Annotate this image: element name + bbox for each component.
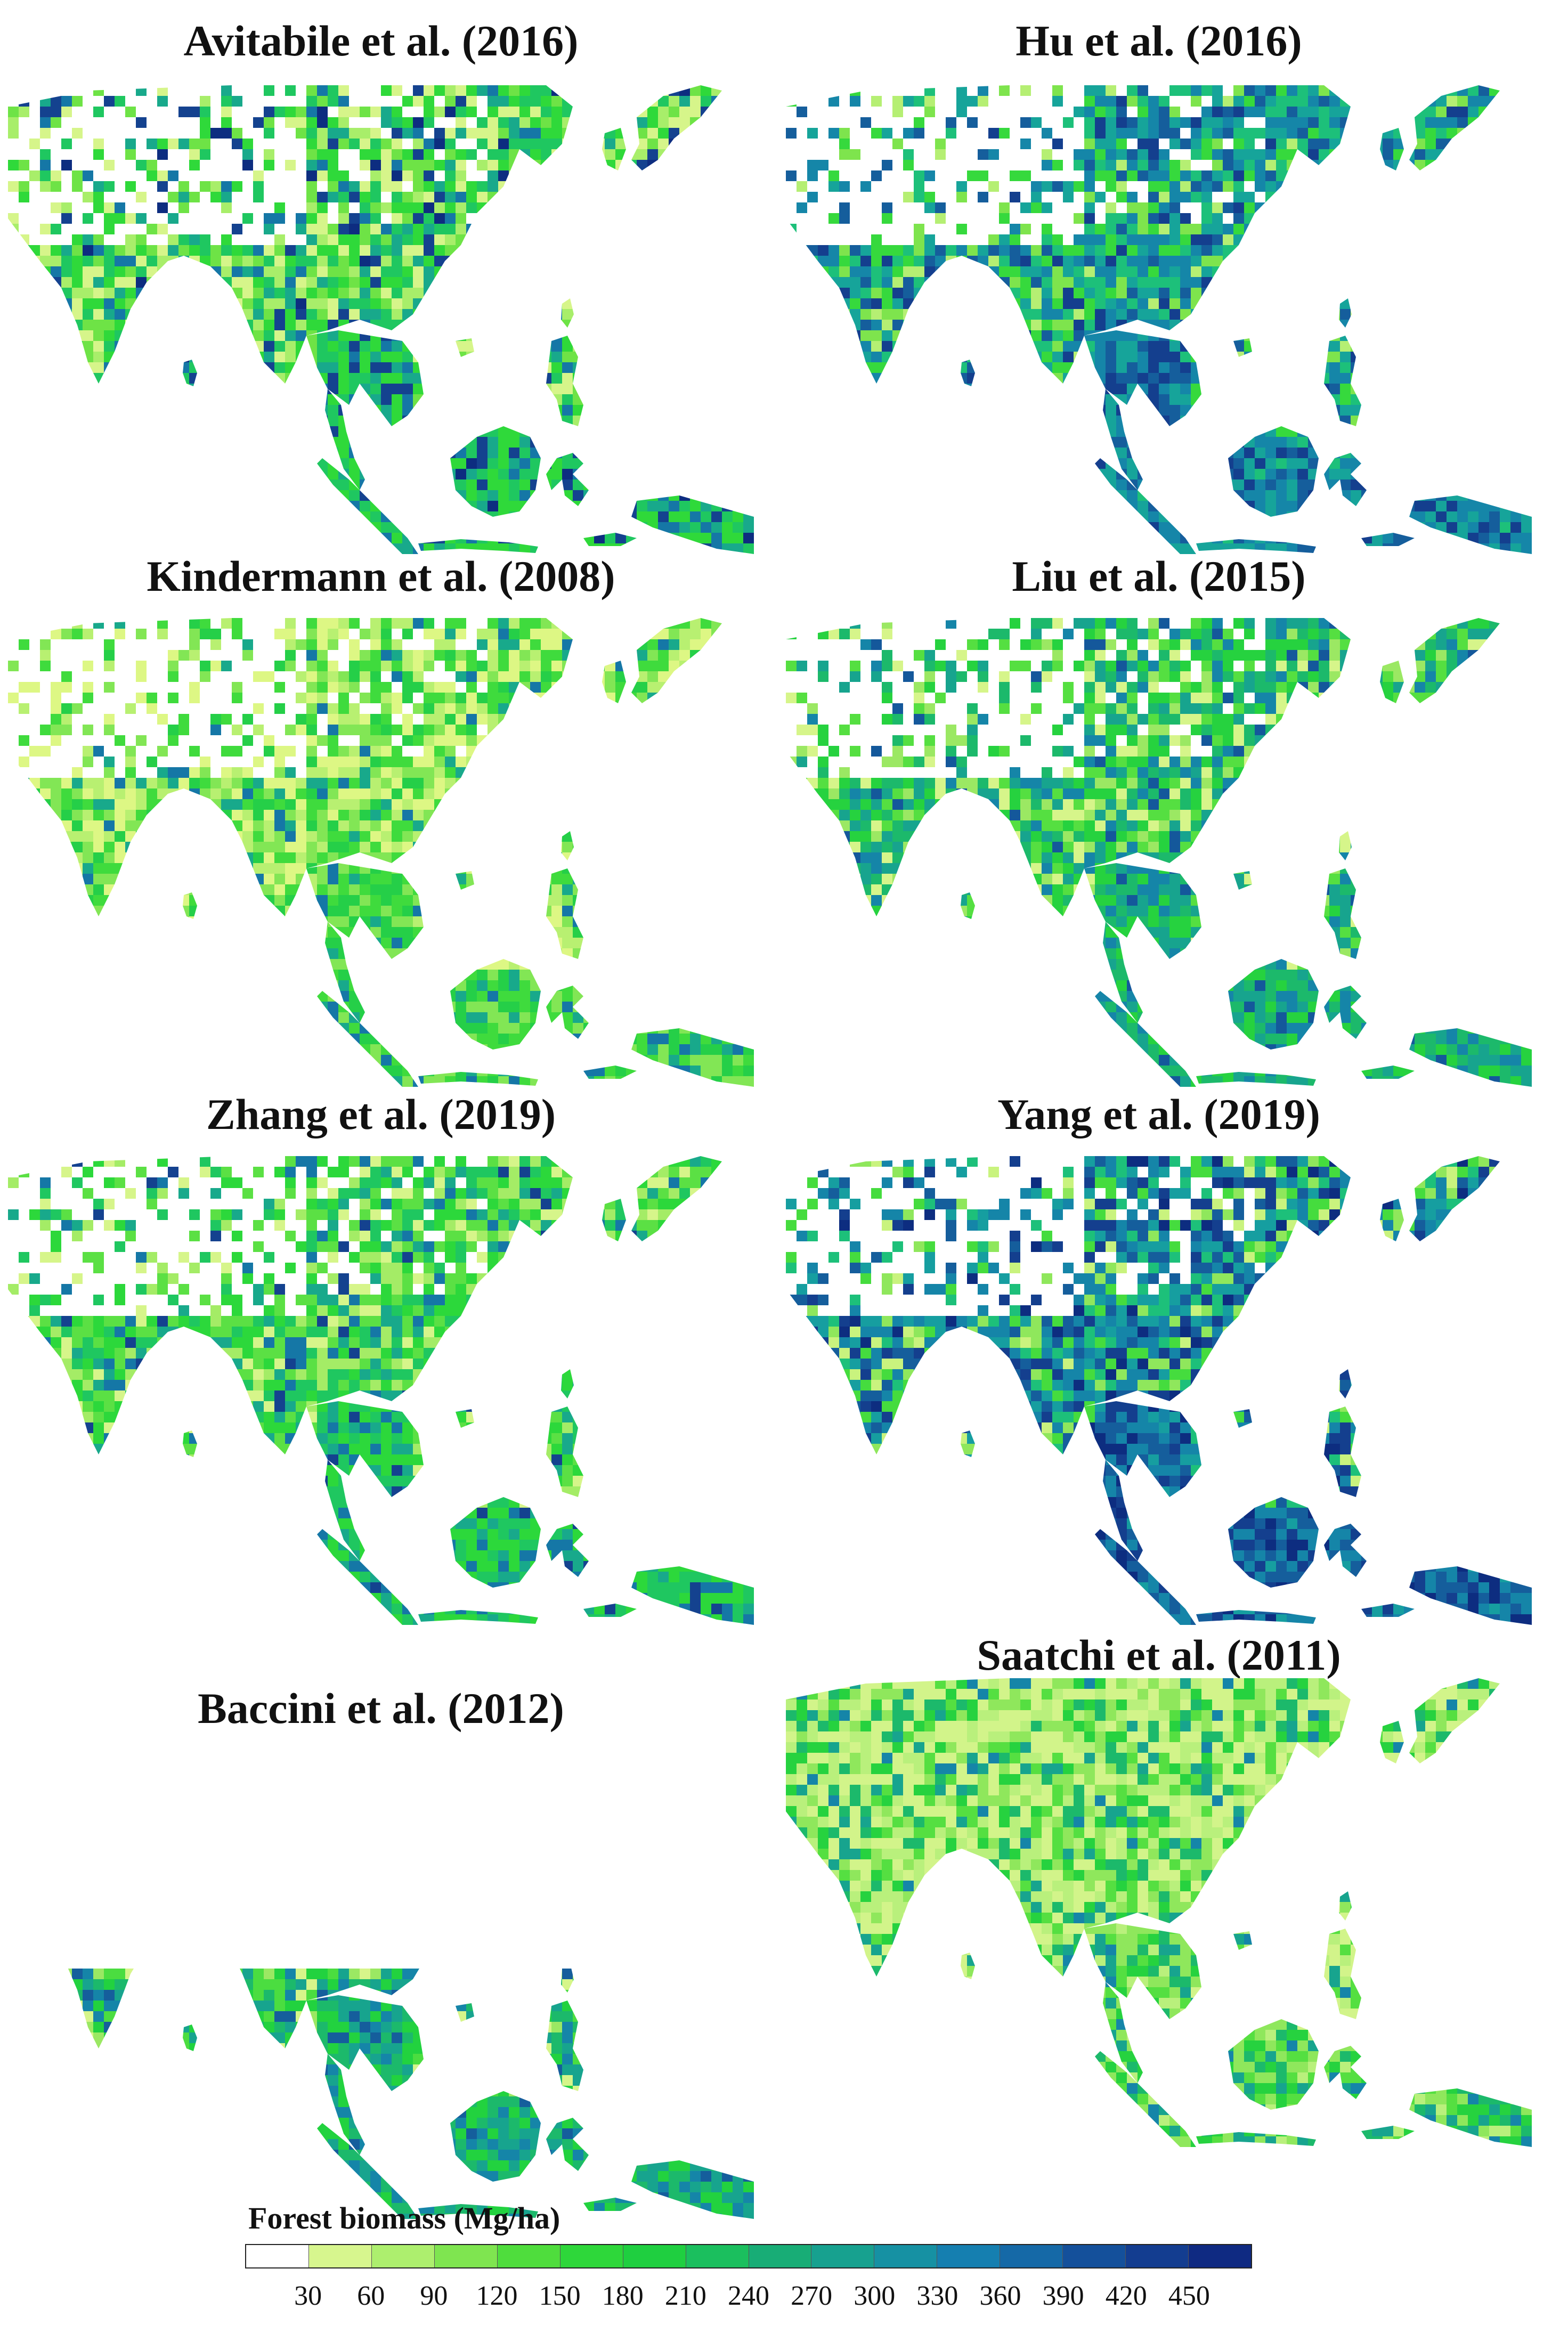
panel-title: Saatchi et al. (2011) — [778, 1630, 1540, 1680]
legend-colorbar — [245, 2244, 1252, 2268]
legend-swatch — [1189, 2245, 1251, 2267]
biomass-map — [786, 1156, 1532, 1625]
legend-swatch — [811, 2245, 875, 2267]
biomass-map — [8, 85, 754, 554]
biomass-map — [786, 1678, 1532, 2147]
legend-tick-label: 270 — [791, 2280, 832, 2312]
legend-tick-label: 300 — [854, 2280, 895, 2312]
legend-ticks: 30 60 90 120 150 180 210 240 270 300 330 360 390 420 4… — [245, 2280, 1252, 2323]
legend: Forest biomass (Mg/ha) 30 60 90 120 150 180 21… — [245, 2200, 1257, 2339]
legend-tick-label: 150 — [539, 2280, 581, 2312]
legend-swatch — [308, 2245, 372, 2267]
biomass-map — [786, 618, 1532, 1087]
legend-swatch — [371, 2245, 435, 2267]
biomass-map — [786, 85, 1532, 554]
panel-title: Yang et al. (2019) — [778, 1089, 1540, 1140]
map-panel: Baccini et al. (2012) — [0, 1630, 762, 2219]
legend-tick-label: 120 — [476, 2280, 518, 2312]
panel-title: Baccini et al. (2012) — [0, 1684, 762, 1734]
legend-swatch — [937, 2245, 1001, 2267]
legend-swatch — [560, 2245, 623, 2267]
legend-swatch — [1000, 2245, 1063, 2267]
panel-title: Avitabile et al. (2016) — [0, 16, 762, 66]
biomass-map — [8, 1156, 754, 1625]
legend-swatch — [497, 2245, 560, 2267]
biomass-map — [8, 1969, 754, 2219]
legend-title: Forest biomass (Mg/ha) — [248, 2200, 560, 2236]
map-panel: Zhang et al. (2019) — [0, 1089, 762, 1625]
map-panel: Liu et al. (2015) — [778, 551, 1540, 1087]
panel-title: Zhang et al. (2019) — [0, 1089, 762, 1140]
panel-title: Hu et al. (2016) — [778, 16, 1540, 66]
legend-tick-label: 210 — [665, 2280, 706, 2312]
map-panel: Yang et al. (2019) — [778, 1089, 1540, 1625]
map-panel: Avitabile et al. (2016) — [0, 16, 762, 554]
map-panel: Kindermann et al. (2008) — [0, 551, 762, 1087]
legend-swatch — [874, 2245, 938, 2267]
map-panel: Saatchi et al. (2011) — [778, 1630, 1540, 2163]
map-panel: Hu et al. (2016) — [778, 16, 1540, 554]
legend-tick-label: 180 — [602, 2280, 644, 2312]
legend-tick-label: 240 — [728, 2280, 769, 2312]
biomass-map — [8, 618, 754, 1087]
legend-tick-label: 420 — [1106, 2280, 1147, 2312]
legend-tick-label: 60 — [357, 2280, 385, 2312]
legend-tick-label: 360 — [980, 2280, 1021, 2312]
legend-swatch — [686, 2245, 749, 2267]
legend-swatch — [434, 2245, 498, 2267]
legend-tick-label: 390 — [1043, 2280, 1084, 2312]
legend-swatch — [749, 2245, 812, 2267]
legend-tick-label: 30 — [294, 2280, 322, 2312]
legend-tick-label: 450 — [1168, 2280, 1210, 2312]
legend-swatch — [246, 2245, 309, 2267]
legend-swatch — [623, 2245, 686, 2267]
legend-tick-label: 330 — [916, 2280, 958, 2312]
legend-swatch — [1126, 2245, 1189, 2267]
panel-title: Liu et al. (2015) — [778, 551, 1540, 601]
panel-title: Kindermann et al. (2008) — [0, 551, 762, 601]
legend-swatch — [1063, 2245, 1126, 2267]
legend-tick-label: 90 — [420, 2280, 448, 2312]
